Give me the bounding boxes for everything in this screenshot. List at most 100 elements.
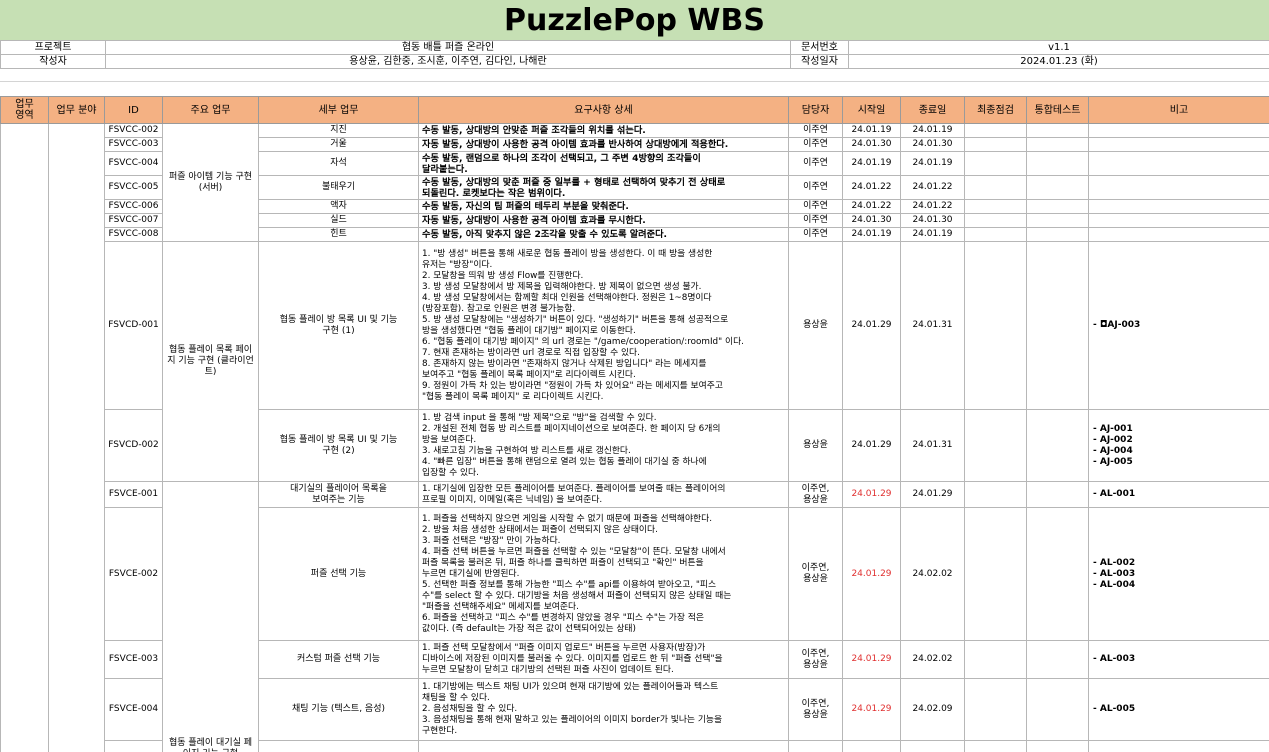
row-end[interactable]: 24.01.30 [900, 213, 965, 228]
row-requirement[interactable]: 자동 발동, 상대방이 사용한 공격 아이템 효과를 반사하여 상대방에게 적용… [418, 137, 789, 152]
row-end[interactable]: 24.01.19 [900, 123, 965, 138]
row-integration-test[interactable] [1026, 481, 1089, 508]
row-detail[interactable]: 불태우기 [258, 175, 419, 200]
row-owner[interactable] [788, 740, 843, 752]
row-end[interactable]: 24.01.30 [900, 137, 965, 152]
row-note[interactable] [1088, 213, 1269, 228]
row-end[interactable]: 24.01.31 [900, 409, 965, 482]
row-note[interactable] [1088, 740, 1269, 752]
doc-number-value[interactable]: v1.1 [848, 40, 1269, 55]
row-owner[interactable]: 용상윤 [788, 241, 843, 410]
row-final-check[interactable] [964, 213, 1027, 228]
row-id[interactable]: FSVCD-001 [104, 241, 163, 410]
author-value[interactable]: 용상윤, 김한중, 조시훈, 이주연, 김다인, 나해란 [105, 54, 791, 69]
table-row[interactable]: FSVCC-004 자석 수동 발동, 랜덤으로 하나의 조각이 선택되고, 그… [1, 151, 1269, 176]
row-requirement[interactable]: 1. 대기실에 입장한 모든 플레이어를 보여준다. 플레이어를 보여줄 때는 … [418, 481, 789, 508]
row-id[interactable]: FSVCC-003 [104, 137, 163, 152]
row-start[interactable]: 24.01.22 [842, 199, 901, 214]
row-integration-test[interactable] [1026, 175, 1089, 200]
row-end[interactable]: 24.01.19 [900, 151, 965, 176]
row-integration-test[interactable] [1026, 740, 1089, 752]
row-note[interactable]: - AL-002 - AL-003 - AL-004 [1088, 507, 1269, 641]
table-row[interactable]: FSVCC-006 액자 수동 발동, 자신의 팀 퍼즐의 테두리 부분을 맞춰… [1, 199, 1269, 214]
row-id[interactable]: FSVCC-002 [104, 123, 163, 138]
row-requirement[interactable]: 수동 발동, 랜덤으로 하나의 조각이 선택되고, 그 주변 4방향의 조각들이… [418, 151, 789, 176]
project-value[interactable]: 협동 배틀 퍼즐 온라인 [105, 40, 791, 55]
row-final-check[interactable] [964, 241, 1027, 410]
row-final-check[interactable] [964, 151, 1027, 176]
row-id[interactable]: FSVCE-002 [104, 507, 163, 641]
row-integration-test[interactable] [1026, 241, 1089, 410]
area-cell[interactable] [0, 123, 49, 752]
table-row[interactable]: FSVCC-002 퍼즐 아이템 기능 구현 (서버) 지진 수동 발동, 상대… [0, 123, 1269, 752]
table-row[interactable]: FSVCE-001 협동 플레이 대기실 페이지 기능 구현 대기실의 플레이어… [1, 481, 1269, 752]
row-owner[interactable]: 이주연 [788, 123, 843, 138]
row-start[interactable]: 24.01.29 [842, 481, 901, 508]
row-requirement[interactable]: 수동 발동, 상대방의 안맞춘 퍼즐 조각들의 위치를 섞는다. [418, 123, 789, 138]
row-start[interactable]: 24.01.19 [842, 123, 901, 138]
row-start[interactable]: 24.01.29 [842, 678, 901, 741]
row-integration-test[interactable] [1026, 137, 1089, 152]
row-id[interactable]: FSVCC-008 [104, 227, 163, 242]
row-note[interactable]: - AJ-001 - AJ-002 - AJ-004 - AJ-005 [1088, 409, 1269, 482]
row-start[interactable]: 24.01.22 [842, 175, 901, 200]
row-final-check[interactable] [964, 507, 1027, 641]
row-end[interactable]: 24.01.22 [900, 175, 965, 200]
row-end[interactable]: 24.01.22 [900, 199, 965, 214]
row-owner[interactable]: 이주연 [788, 199, 843, 214]
row-start[interactable] [842, 740, 901, 752]
main-task-waiting-room[interactable]: 협동 플레이 대기실 페이지 기능 구현 [162, 481, 259, 752]
row-id[interactable]: FSVCC-006 [104, 199, 163, 214]
table-row[interactable]: FSVCC-003 거울 자동 발동, 상대방이 사용한 공격 아이템 효과를 … [1, 137, 1269, 152]
row-owner[interactable]: 이주연 [788, 213, 843, 228]
row-owner[interactable]: 이주연 [788, 137, 843, 152]
row-id[interactable]: FSVCC-004 [104, 151, 163, 176]
row-requirement[interactable]: 1. 방 검색 input 을 통해 "방 제목"으로 "방"을 검색할 수 있… [418, 409, 789, 482]
table-row[interactable]: FSVCE-003 커스텀 퍼즐 선택 기능 1. 퍼즐 선택 모달창에서 "퍼… [1, 640, 1269, 679]
table-row[interactable] [1, 740, 1269, 752]
row-note[interactable]: - AL-001 [1088, 481, 1269, 508]
row-note[interactable] [1088, 199, 1269, 214]
row-requirement[interactable]: 자동 발동, 상대방이 사용한 공격 아이템 효과를 무시한다. [418, 213, 789, 228]
row-detail[interactable] [258, 740, 419, 752]
row-end[interactable]: 24.01.29 [900, 481, 965, 508]
row-end[interactable]: 24.02.02 [900, 507, 965, 641]
row-integration-test[interactable] [1026, 227, 1089, 242]
row-id[interactable] [104, 740, 163, 752]
row-requirement[interactable] [418, 740, 789, 752]
row-requirement[interactable]: 수동 발동, 자신의 팀 퍼즐의 테두리 부분을 맞춰준다. [418, 199, 789, 214]
table-row[interactable]: FSVCD-002 협동 플레이 방 목록 UI 및 기능 구현 (2) 1. … [1, 409, 1269, 482]
row-id[interactable]: FSVCE-003 [104, 640, 163, 679]
row-start[interactable]: 24.01.30 [842, 137, 901, 152]
row-note[interactable] [1088, 175, 1269, 200]
row-owner[interactable]: 이주연, 용상윤 [788, 640, 843, 679]
row-integration-test[interactable] [1026, 409, 1089, 482]
row-integration-test[interactable] [1026, 151, 1089, 176]
row-requirement[interactable]: 수동 발동, 상대방의 맞춘 퍼즐 중 일부를 + 형태로 선택하여 맞추기 전… [418, 175, 789, 200]
row-id[interactable]: FSVCE-004 [104, 678, 163, 741]
row-note[interactable] [1088, 123, 1269, 138]
row-detail[interactable]: 대기실의 플레이어 목록을 보여주는 기능 [258, 481, 419, 508]
row-note[interactable]: - AL-005 [1088, 678, 1269, 741]
row-requirement[interactable]: 1. 대기방에는 텍스트 채팅 UI가 있으며 현재 대기방에 있는 플레이어들… [418, 678, 789, 741]
row-detail[interactable]: 거울 [258, 137, 419, 152]
row-id[interactable]: FSVCE-001 [104, 481, 163, 508]
row-final-check[interactable] [964, 199, 1027, 214]
row-detail[interactable]: 퍼즐 선택 기능 [258, 507, 419, 641]
row-requirement[interactable]: 1. 퍼즐 선택 모달창에서 "퍼즐 이미지 업로드" 버튼을 누르면 사용자(… [418, 640, 789, 679]
row-start[interactable]: 24.01.29 [842, 640, 901, 679]
main-task-item-server[interactable]: 퍼즐 아이템 기능 구현 (서버) [162, 123, 259, 242]
row-note[interactable] [1088, 137, 1269, 152]
row-owner[interactable]: 이주연 [788, 175, 843, 200]
row-detail[interactable]: 액자 [258, 199, 419, 214]
main-task-coop-list[interactable]: 협동 플레이 목록 페이지 기능 구현 (클라이언트) [162, 241, 259, 482]
date-value[interactable]: 2024.01.23 (화) [848, 54, 1269, 69]
row-end[interactable]: 24.02.09 [900, 678, 965, 741]
row-detail[interactable]: 커스텀 퍼즐 선택 기능 [258, 640, 419, 679]
row-integration-test[interactable] [1026, 507, 1089, 641]
field-cell[interactable] [48, 123, 105, 752]
row-start[interactable]: 24.01.19 [842, 151, 901, 176]
row-final-check[interactable] [964, 640, 1027, 679]
row-owner[interactable]: 이주연 [788, 151, 843, 176]
row-integration-test[interactable] [1026, 213, 1089, 228]
